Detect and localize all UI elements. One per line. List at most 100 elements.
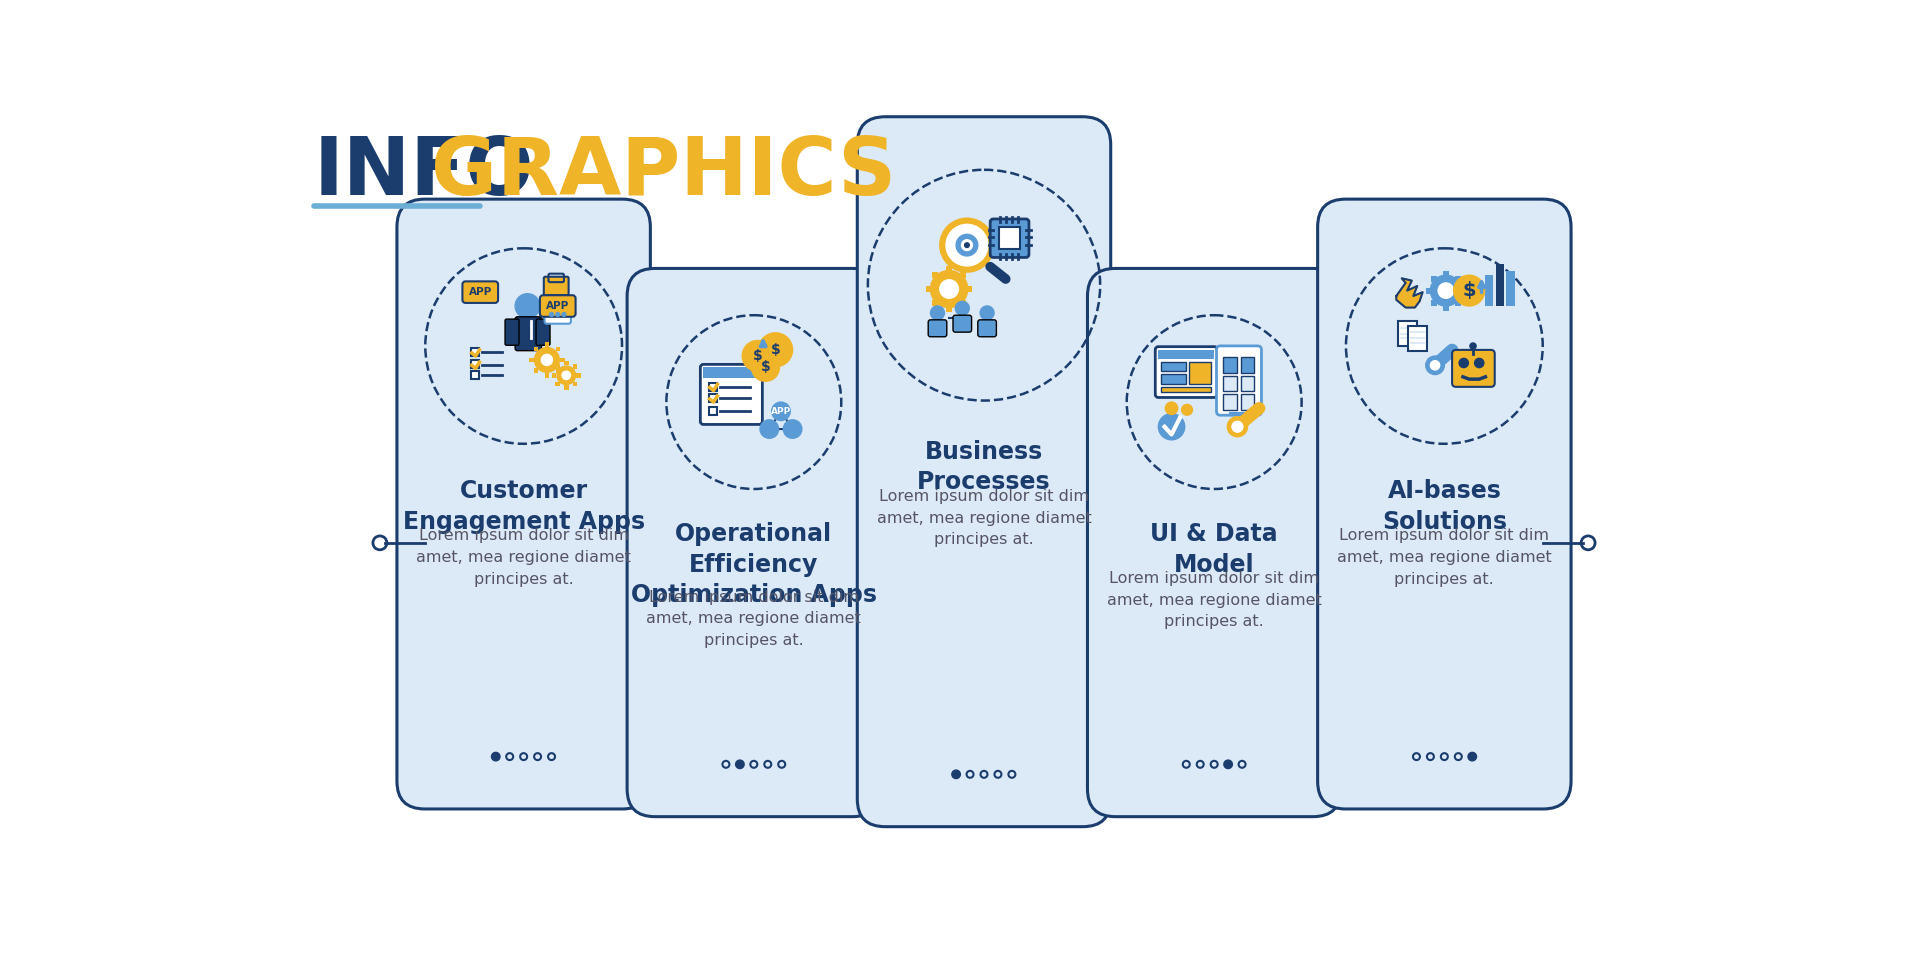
Circle shape <box>1469 753 1476 761</box>
FancyBboxPatch shape <box>1459 288 1467 294</box>
FancyBboxPatch shape <box>555 347 561 351</box>
FancyBboxPatch shape <box>1156 347 1217 397</box>
Text: Lorem ipsum dolor sit dim
amet, mea regione diamet
principes at.: Lorem ipsum dolor sit dim amet, mea regi… <box>647 589 862 648</box>
Circle shape <box>1430 276 1461 306</box>
FancyBboxPatch shape <box>1240 395 1254 410</box>
Circle shape <box>1459 358 1469 368</box>
FancyBboxPatch shape <box>572 364 578 369</box>
Circle shape <box>1427 356 1444 374</box>
FancyBboxPatch shape <box>515 317 541 350</box>
Circle shape <box>931 271 968 307</box>
Text: INFO: INFO <box>313 134 534 212</box>
FancyBboxPatch shape <box>555 364 561 369</box>
FancyBboxPatch shape <box>977 320 996 337</box>
Circle shape <box>557 366 576 385</box>
Circle shape <box>563 313 566 317</box>
FancyBboxPatch shape <box>925 286 931 292</box>
Circle shape <box>1475 358 1484 368</box>
Circle shape <box>783 420 803 439</box>
FancyBboxPatch shape <box>1223 395 1236 410</box>
Text: Lorem ipsum dolor sit dim
amet, mea regione diamet
principes at.: Lorem ipsum dolor sit dim amet, mea regi… <box>1106 571 1321 630</box>
FancyBboxPatch shape <box>1407 326 1427 350</box>
FancyBboxPatch shape <box>931 300 939 306</box>
FancyBboxPatch shape <box>952 315 972 332</box>
FancyBboxPatch shape <box>536 319 549 346</box>
FancyBboxPatch shape <box>564 361 568 366</box>
FancyBboxPatch shape <box>543 276 568 296</box>
Text: $: $ <box>1463 281 1476 300</box>
FancyBboxPatch shape <box>1162 388 1212 392</box>
Circle shape <box>1430 361 1440 370</box>
FancyBboxPatch shape <box>1442 271 1450 276</box>
Circle shape <box>751 353 780 381</box>
FancyBboxPatch shape <box>555 382 561 386</box>
FancyBboxPatch shape <box>1430 300 1436 305</box>
Circle shape <box>743 341 774 372</box>
Text: $: $ <box>753 348 762 363</box>
FancyBboxPatch shape <box>1496 264 1503 306</box>
FancyBboxPatch shape <box>947 306 952 312</box>
FancyBboxPatch shape <box>703 368 758 378</box>
FancyBboxPatch shape <box>628 269 881 817</box>
FancyBboxPatch shape <box>708 383 716 391</box>
FancyBboxPatch shape <box>1484 276 1494 306</box>
FancyBboxPatch shape <box>530 357 534 362</box>
Circle shape <box>1233 421 1242 432</box>
FancyBboxPatch shape <box>397 199 651 809</box>
FancyBboxPatch shape <box>1455 276 1461 281</box>
Text: APP: APP <box>468 287 492 298</box>
FancyBboxPatch shape <box>1452 349 1496 387</box>
FancyBboxPatch shape <box>701 365 762 424</box>
FancyBboxPatch shape <box>555 369 561 373</box>
FancyBboxPatch shape <box>564 385 568 390</box>
Circle shape <box>1181 404 1192 415</box>
FancyBboxPatch shape <box>991 219 1029 257</box>
Circle shape <box>1158 414 1185 440</box>
FancyBboxPatch shape <box>960 300 966 306</box>
Circle shape <box>952 770 960 779</box>
FancyBboxPatch shape <box>545 373 549 377</box>
Circle shape <box>766 341 785 359</box>
FancyBboxPatch shape <box>534 347 538 351</box>
Circle shape <box>760 420 780 439</box>
Circle shape <box>749 348 766 365</box>
FancyBboxPatch shape <box>1240 357 1254 372</box>
Text: $: $ <box>770 343 780 357</box>
Circle shape <box>947 225 989 266</box>
Circle shape <box>758 360 774 375</box>
FancyBboxPatch shape <box>1223 357 1236 372</box>
Text: Business
Processes: Business Processes <box>918 440 1050 494</box>
FancyBboxPatch shape <box>708 407 716 415</box>
FancyBboxPatch shape <box>1507 272 1515 306</box>
FancyBboxPatch shape <box>960 272 966 278</box>
FancyBboxPatch shape <box>1240 376 1254 392</box>
Circle shape <box>956 301 970 315</box>
Circle shape <box>1227 417 1248 437</box>
Text: UI & Data
Model: UI & Data Model <box>1150 522 1279 577</box>
Circle shape <box>962 240 972 251</box>
Text: $: $ <box>760 360 770 374</box>
Circle shape <box>1471 343 1476 349</box>
FancyBboxPatch shape <box>1427 288 1432 294</box>
FancyBboxPatch shape <box>470 371 480 379</box>
Circle shape <box>964 243 970 248</box>
Circle shape <box>1223 760 1233 769</box>
FancyBboxPatch shape <box>545 305 570 324</box>
FancyBboxPatch shape <box>1430 276 1436 281</box>
Circle shape <box>939 218 995 272</box>
Circle shape <box>541 354 553 366</box>
Circle shape <box>1438 283 1453 299</box>
FancyBboxPatch shape <box>572 382 578 386</box>
FancyBboxPatch shape <box>1442 304 1450 311</box>
Circle shape <box>563 372 570 379</box>
Circle shape <box>931 306 945 320</box>
FancyBboxPatch shape <box>540 296 576 317</box>
FancyBboxPatch shape <box>1398 322 1417 346</box>
FancyBboxPatch shape <box>561 357 564 362</box>
Circle shape <box>758 333 793 367</box>
Circle shape <box>515 294 540 319</box>
FancyBboxPatch shape <box>1162 374 1187 384</box>
FancyBboxPatch shape <box>927 320 947 337</box>
FancyBboxPatch shape <box>1188 362 1212 384</box>
Text: Operational
Efficiency
Optimization Apps: Operational Efficiency Optimization Apps <box>632 522 877 608</box>
